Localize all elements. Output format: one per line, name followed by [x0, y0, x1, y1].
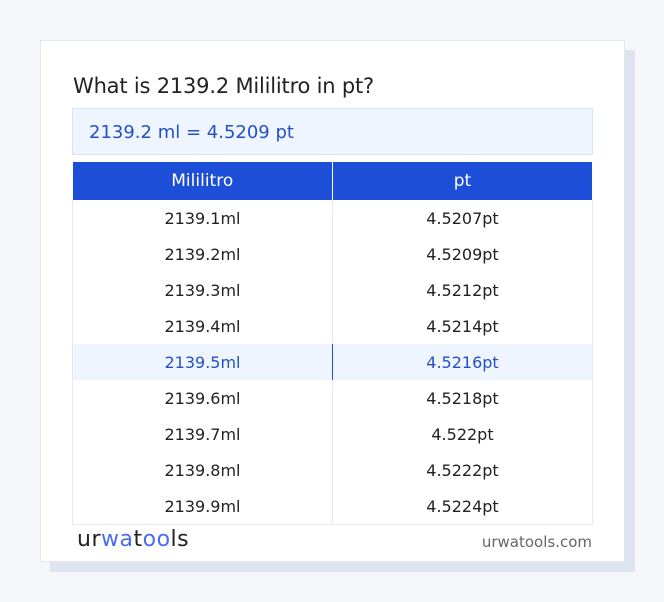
column-header-ml: Mililitro — [72, 162, 333, 200]
ml-cell: 2139.3ml — [72, 272, 333, 308]
pt-cell: 4.5209pt — [332, 236, 593, 272]
converter-card: What is 2139.2 Mililitro in pt? 2139.2 m… — [40, 40, 625, 562]
pt-cell: 4.5224pt — [332, 488, 593, 525]
table-row: 2139.7ml 4.522pt — [72, 416, 593, 452]
ml-cell: 2139.1ml — [72, 200, 333, 236]
table-row: 2139.4ml 4.5214pt — [72, 308, 593, 344]
table-row: 2139.1ml 4.5207pt — [72, 200, 593, 236]
pt-cell: 4.522pt — [332, 416, 593, 452]
ml-cell: 2139.6ml — [72, 380, 333, 416]
urwatools-logo[interactable]: urwatools — [77, 527, 190, 552]
site-link[interactable]: urwatools.com — [481, 533, 592, 551]
table-row: 2139.8ml 4.5222pt — [72, 452, 593, 488]
column-header-pt: pt — [332, 162, 593, 200]
pt-cell: 4.5216pt — [332, 344, 593, 380]
ml-cell: 2139.5ml — [72, 344, 333, 380]
table-row: 2139.6ml 4.5218pt — [72, 380, 593, 416]
table-row: 2139.9ml 4.5224pt — [72, 488, 593, 525]
result-box: 2139.2 ml = 4.5209 pt — [72, 108, 593, 155]
ml-cell: 2139.9ml — [72, 488, 333, 525]
page-title: What is 2139.2 Mililitro in pt? — [73, 74, 375, 98]
pt-cell: 4.5207pt — [332, 200, 593, 236]
ml-cell: 2139.4ml — [72, 308, 333, 344]
pt-cell: 4.5222pt — [332, 452, 593, 488]
conversion-table: Mililitro pt 2139.1ml 4.5207pt 2139.2ml 4.5… — [72, 162, 593, 525]
ml-cell: 2139.2ml — [72, 236, 333, 272]
pt-cell: 4.5218pt — [332, 380, 593, 416]
table-row: 2139.2ml 4.5209pt — [72, 236, 593, 272]
pt-cell: 4.5212pt — [332, 272, 593, 308]
ml-cell: 2139.7ml — [72, 416, 333, 452]
pt-cell: 4.5214pt — [332, 308, 593, 344]
table-row: 2139.5ml 4.5216pt — [72, 344, 593, 380]
table-row: 2139.3ml 4.5212pt — [72, 272, 593, 308]
ml-cell: 2139.8ml — [72, 452, 333, 488]
